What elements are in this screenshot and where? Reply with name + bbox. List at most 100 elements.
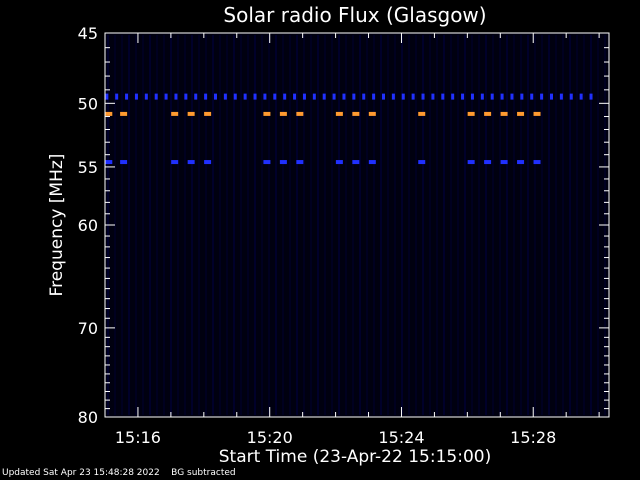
- emission-mark: [352, 160, 360, 165]
- emission-mark: [204, 111, 212, 116]
- emission-mark: [467, 111, 475, 116]
- emission-mark: [579, 93, 583, 100]
- emission-mark: [342, 93, 346, 100]
- emission-mark: [467, 160, 475, 165]
- emission-mark: [589, 93, 593, 100]
- emission-mark: [461, 93, 465, 100]
- emission-mark: [332, 93, 336, 100]
- emission-mark: [484, 111, 492, 116]
- chart-title: Solar radio Flux (Glasgow): [223, 3, 486, 27]
- emission-mark: [263, 93, 267, 100]
- footer-status: Updated Sat Apr 23 15:48:28 2022 BG subt…: [2, 468, 236, 478]
- emission-mark: [253, 93, 257, 100]
- emission-mark: [335, 160, 343, 165]
- emission-mark: [533, 111, 541, 116]
- y-axis-label: Frequency [MHz]: [47, 154, 67, 297]
- emission-mark: [500, 160, 508, 165]
- emission-mark: [296, 111, 304, 116]
- emission-mark: [421, 93, 425, 100]
- updated-timestamp: Updated Sat Apr 23 15:48:28 2022: [2, 468, 160, 478]
- emission-mark: [105, 93, 109, 100]
- emission-mark: [559, 93, 563, 100]
- y-tick-label: 55: [78, 158, 98, 177]
- emission-mark: [115, 93, 119, 100]
- emission-mark: [480, 93, 484, 100]
- emission-mark: [517, 160, 525, 165]
- emission-mark: [352, 111, 360, 116]
- emission-mark: [187, 111, 195, 116]
- emission-mark: [484, 160, 492, 165]
- y-tick-label: 50: [78, 94, 98, 113]
- emission-mark: [105, 160, 113, 165]
- emission-mark: [431, 93, 435, 100]
- emission-mark: [470, 93, 474, 100]
- emission-mark: [144, 93, 148, 100]
- emission-mark: [391, 93, 395, 100]
- emission-mark: [312, 93, 316, 100]
- emission-mark: [530, 93, 534, 100]
- emission-mark: [105, 111, 113, 116]
- emission-mark: [279, 160, 287, 165]
- emission-mark: [382, 93, 385, 100]
- y-tick-label: 45: [78, 24, 98, 43]
- emission-mark: [214, 93, 217, 100]
- emission-mark: [368, 111, 376, 116]
- y-tick-label: 60: [78, 216, 98, 235]
- emission-mark: [125, 93, 129, 100]
- emission-mark: [550, 93, 553, 100]
- emission-mark: [233, 93, 237, 100]
- y-axis: 45 50 55 60 70 80: [78, 24, 609, 427]
- emission-mark: [368, 160, 376, 165]
- emission-mark: [164, 93, 168, 100]
- emission-mark: [283, 93, 287, 100]
- emission-mark: [533, 160, 541, 165]
- emission-mark: [296, 160, 304, 165]
- emission-mark: [517, 111, 525, 116]
- emission-mark: [352, 93, 356, 100]
- plot-area: [105, 33, 609, 417]
- emission-mark: [293, 93, 297, 100]
- emission-mark: [490, 93, 494, 100]
- emission-mark: [204, 160, 212, 165]
- emission-mark: [372, 93, 376, 100]
- x-tick-label: 15:16: [115, 428, 161, 447]
- emission-mark: [171, 160, 179, 165]
- emission-mark: [120, 111, 128, 116]
- emission-mark: [134, 93, 138, 100]
- emission-mark: [171, 111, 179, 116]
- emission-mark: [335, 111, 343, 116]
- x-tick-label: 15:20: [247, 428, 293, 447]
- x-axis-label: Start Time (23-Apr-22 15:15:00): [219, 447, 491, 467]
- x-tick-label: 15:24: [378, 428, 424, 447]
- emission-mark: [322, 93, 326, 100]
- emission-mark: [204, 93, 208, 100]
- emission-mark: [187, 160, 195, 165]
- emission-mark: [418, 111, 426, 116]
- emission-mark: [569, 93, 573, 100]
- emission-mark: [441, 93, 445, 100]
- emission-mark: [243, 93, 247, 100]
- emission-mark: [279, 111, 287, 116]
- bg-subtracted-note: BG subtracted: [171, 468, 236, 478]
- emission-mark: [500, 111, 508, 116]
- emission-mark: [223, 93, 227, 100]
- emission-mark: [418, 160, 426, 165]
- emission-mark: [510, 93, 514, 100]
- x-tick-label: 15:28: [510, 428, 556, 447]
- emission-mark: [273, 93, 277, 100]
- emission-marks: [105, 93, 593, 165]
- emission-mark: [154, 93, 158, 100]
- emission-mark: [120, 160, 128, 165]
- emission-mark: [520, 93, 524, 100]
- emission-mark: [302, 93, 306, 100]
- emission-mark: [194, 93, 198, 100]
- emission-mark: [401, 93, 405, 100]
- emission-mark: [451, 93, 455, 100]
- emission-mark: [540, 93, 544, 100]
- y-tick-label: 80: [78, 408, 98, 427]
- emission-mark: [174, 93, 178, 100]
- y-tick-label: 70: [78, 319, 98, 338]
- x-axis: 15:16 15:20 15:24 15:28: [104, 33, 600, 447]
- emission-mark: [184, 93, 188, 100]
